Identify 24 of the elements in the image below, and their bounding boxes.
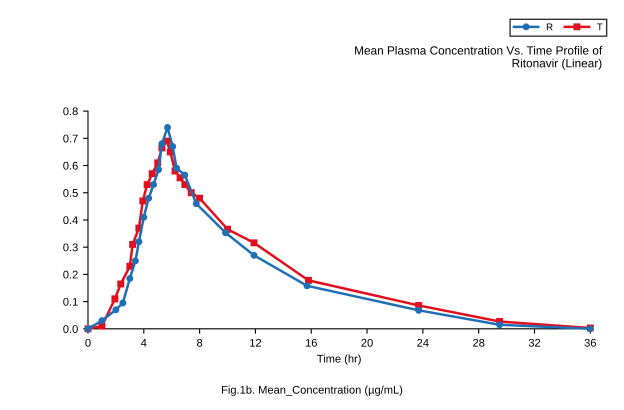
- y-tick-label: 0.4: [63, 216, 78, 224]
- y-tick-label: 0.6: [63, 162, 78, 170]
- x-tick-label: 28: [473, 338, 484, 347]
- x-tick-label: 12: [250, 338, 262, 347]
- x-tick-label: 20: [361, 338, 373, 347]
- y-tick-label: 0.5: [63, 189, 78, 197]
- legend-label: R: [546, 24, 553, 30]
- y-tick-label: 0.7: [63, 134, 78, 142]
- x-tick-label: 4: [140, 338, 147, 347]
- x-tick-label: 36: [584, 338, 596, 347]
- chart-title: Mean Plasma Concentration Vs. Time Profile of Ritonavir (Linear): [355, 46, 602, 70]
- x-tick-label: 16: [306, 338, 317, 347]
- y-tick-label: 0.2: [63, 270, 78, 279]
- y-tick-label: 0.8: [63, 107, 78, 116]
- legend-label: T: [597, 24, 603, 30]
- x-tick-label: 0: [85, 338, 91, 347]
- caption: Fig.1b. Mean_Concentration (µg/mL): [222, 386, 402, 396]
- x-tick-label: 8: [197, 338, 202, 347]
- y-tick-label: 0.0: [63, 325, 78, 333]
- x-tick-label: 32: [528, 338, 540, 347]
- x-tick-label: 24: [417, 338, 429, 347]
- x-axis-title: Time (hr): [317, 354, 361, 365]
- y-tick-label: 0.3: [63, 243, 78, 252]
- y-tick-label: 0.1: [63, 298, 78, 306]
